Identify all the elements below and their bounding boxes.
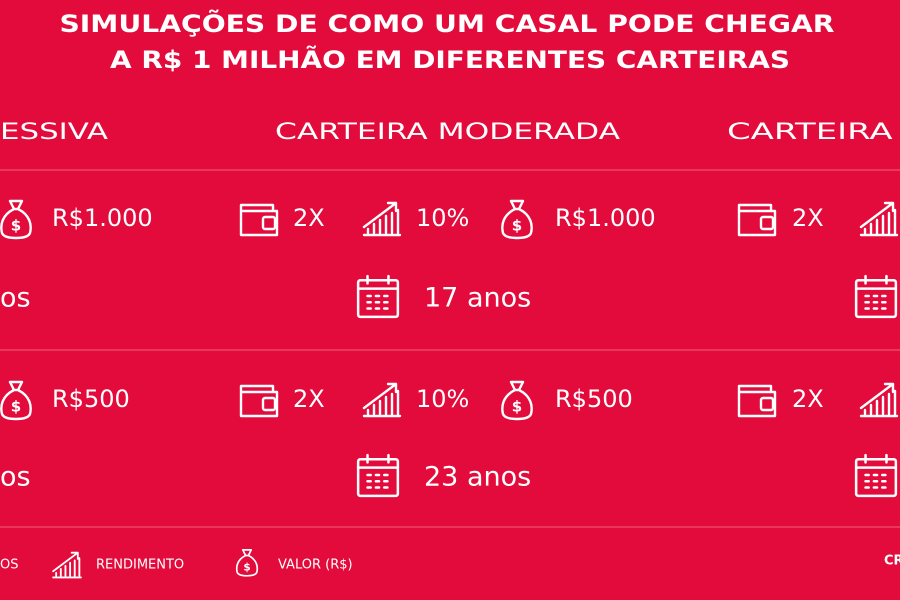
value-icon — [0, 199, 32, 240]
value-icon — [501, 380, 533, 421]
rate-icon — [362, 201, 402, 237]
column-header: CARTEIRA MODERADA — [275, 120, 620, 145]
rate-icon — [859, 201, 899, 237]
years: os — [0, 283, 31, 314]
people-icon — [239, 384, 279, 418]
legend-icon — [52, 551, 82, 579]
column-header: ESSIVA — [0, 120, 108, 145]
legend-label: VALOR (R$) — [278, 558, 353, 573]
people-icon — [737, 203, 777, 237]
rate: 10% — [416, 204, 469, 232]
rate-icon — [362, 382, 402, 418]
people: 2X — [792, 385, 824, 413]
legend-label: OS — [0, 558, 18, 573]
years: 17 anos — [424, 283, 531, 314]
people-icon — [239, 203, 279, 237]
people: 2X — [293, 204, 325, 232]
value-icon — [501, 199, 533, 240]
years: os — [0, 462, 31, 493]
years-icon — [854, 453, 898, 498]
rate-icon — [859, 382, 899, 418]
value: R$1.000 — [555, 204, 656, 232]
legend-icon — [235, 549, 259, 577]
value-icon — [0, 380, 32, 421]
years-icon — [356, 453, 400, 498]
title: A R$ 1 MILHÃO EM DIFERENTES CARTEIRAS — [110, 45, 790, 74]
people: 2X — [792, 204, 824, 232]
value: R$500 — [52, 385, 130, 413]
rate: 10% — [416, 385, 469, 413]
years-icon — [854, 274, 898, 319]
years-icon — [356, 274, 400, 319]
value: R$500 — [555, 385, 633, 413]
title: SIMULAÇÕES DE COMO UM CASAL PODE CHEGAR — [60, 8, 835, 38]
years: 23 anos — [424, 462, 531, 493]
value: R$1.000 — [52, 204, 153, 232]
people: 2X — [293, 385, 325, 413]
credit: CR — [884, 554, 900, 569]
legend-label: RENDIMENTO — [96, 558, 184, 573]
people-icon — [737, 384, 777, 418]
column-header: CARTEIRA C — [727, 120, 900, 145]
